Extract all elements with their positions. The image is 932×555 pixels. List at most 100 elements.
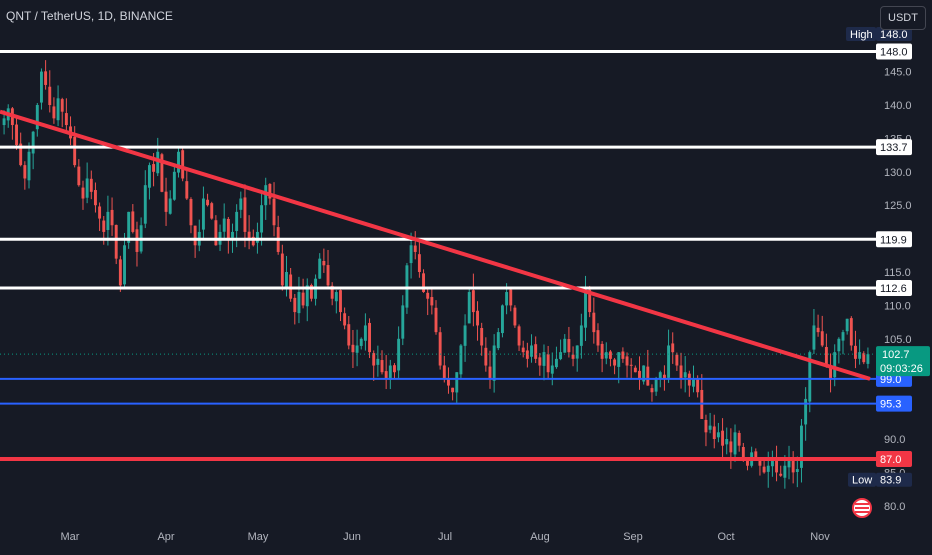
x-tick-label: Nov bbox=[810, 531, 830, 543]
candle-body bbox=[172, 171, 176, 200]
candle bbox=[272, 182, 276, 237]
high-value-tag bbox=[876, 27, 912, 41]
candle bbox=[770, 450, 774, 477]
candle-body bbox=[40, 71, 43, 103]
candle-body bbox=[559, 352, 563, 360]
candle bbox=[243, 184, 247, 248]
x-tick-label: Sep bbox=[623, 531, 643, 543]
candle-body bbox=[496, 332, 500, 349]
candle bbox=[775, 445, 779, 482]
candle bbox=[297, 276, 301, 324]
candle-body bbox=[733, 432, 737, 455]
last-price-label: 102.7 bbox=[882, 349, 910, 361]
candle-body bbox=[326, 265, 330, 286]
x-tick-label: Apr bbox=[157, 531, 174, 543]
candle-body bbox=[829, 367, 832, 379]
candle bbox=[584, 275, 587, 342]
candle-body bbox=[588, 289, 592, 313]
candle-body bbox=[617, 352, 621, 367]
candle-body bbox=[260, 205, 264, 233]
candle-body bbox=[81, 187, 85, 199]
candle-body bbox=[530, 345, 533, 357]
candle-body bbox=[538, 357, 542, 366]
level-tag-label: 95.3 bbox=[880, 399, 901, 411]
candle-body bbox=[770, 459, 774, 467]
candle bbox=[729, 428, 733, 469]
candle-body bbox=[401, 305, 405, 339]
candle-body bbox=[380, 360, 384, 373]
candle bbox=[264, 177, 268, 220]
candle bbox=[40, 68, 43, 110]
candle bbox=[168, 190, 172, 215]
candle bbox=[98, 202, 102, 231]
candle bbox=[675, 352, 679, 371]
y-tick-label: 115.0 bbox=[884, 267, 911, 279]
trendline[interactable] bbox=[0, 109, 871, 381]
candle bbox=[716, 422, 720, 443]
candle bbox=[604, 342, 608, 365]
candle-body bbox=[372, 353, 376, 366]
candle bbox=[608, 349, 612, 367]
level-tag-label: 133.7 bbox=[880, 142, 908, 154]
candle-body bbox=[106, 211, 110, 231]
candle bbox=[530, 334, 533, 363]
candle bbox=[513, 305, 517, 328]
candle-body bbox=[737, 432, 741, 446]
candle bbox=[27, 142, 31, 189]
candle-body bbox=[318, 258, 322, 279]
candle bbox=[804, 387, 808, 441]
level-tag-label: 148.0 bbox=[880, 47, 908, 59]
candle-body bbox=[646, 366, 650, 386]
candle bbox=[247, 215, 251, 250]
candle bbox=[575, 345, 579, 372]
candle-body bbox=[351, 344, 355, 353]
candle-body bbox=[127, 211, 131, 243]
candle-body bbox=[376, 358, 380, 365]
currency-button[interactable]: USDT bbox=[880, 6, 926, 30]
candle bbox=[64, 98, 68, 133]
flag-stripe bbox=[855, 507, 869, 509]
candle-body bbox=[816, 327, 820, 333]
candle-body bbox=[363, 325, 367, 341]
candle bbox=[359, 337, 363, 350]
candle-body bbox=[56, 98, 60, 121]
candle-body bbox=[409, 245, 413, 264]
candle bbox=[127, 211, 131, 249]
candle-body bbox=[662, 374, 666, 379]
candle bbox=[85, 162, 89, 204]
candle bbox=[181, 147, 185, 182]
candle-body bbox=[625, 356, 629, 366]
candle-body bbox=[189, 199, 193, 226]
candle bbox=[633, 365, 637, 373]
candle bbox=[476, 301, 479, 341]
candle-body bbox=[343, 313, 347, 326]
candle-body bbox=[214, 220, 218, 246]
us-flag-icon[interactable] bbox=[852, 498, 872, 518]
candle-body bbox=[27, 151, 31, 181]
candle-body bbox=[513, 307, 517, 326]
candle-body bbox=[222, 218, 226, 232]
candle-body bbox=[675, 354, 679, 366]
candle-body bbox=[160, 154, 164, 192]
candle-body bbox=[824, 347, 828, 366]
candle bbox=[347, 315, 351, 350]
candle bbox=[118, 255, 122, 292]
candle bbox=[10, 106, 14, 140]
candle-body bbox=[638, 370, 641, 379]
candle-body bbox=[426, 292, 430, 299]
candle bbox=[459, 344, 463, 380]
y-tick-label: 80.0 bbox=[884, 501, 905, 513]
candle-body bbox=[837, 338, 841, 352]
candle bbox=[592, 297, 596, 344]
candle-body bbox=[708, 425, 712, 430]
candle bbox=[559, 339, 563, 361]
candle bbox=[837, 337, 841, 364]
candle bbox=[646, 349, 650, 386]
candle-body bbox=[293, 297, 297, 313]
symbol-title[interactable]: QNT / TetherUS, 1D, BINANCE bbox=[6, 9, 173, 23]
candle-body bbox=[447, 378, 450, 386]
candle bbox=[841, 329, 845, 355]
candle-body bbox=[297, 292, 301, 314]
